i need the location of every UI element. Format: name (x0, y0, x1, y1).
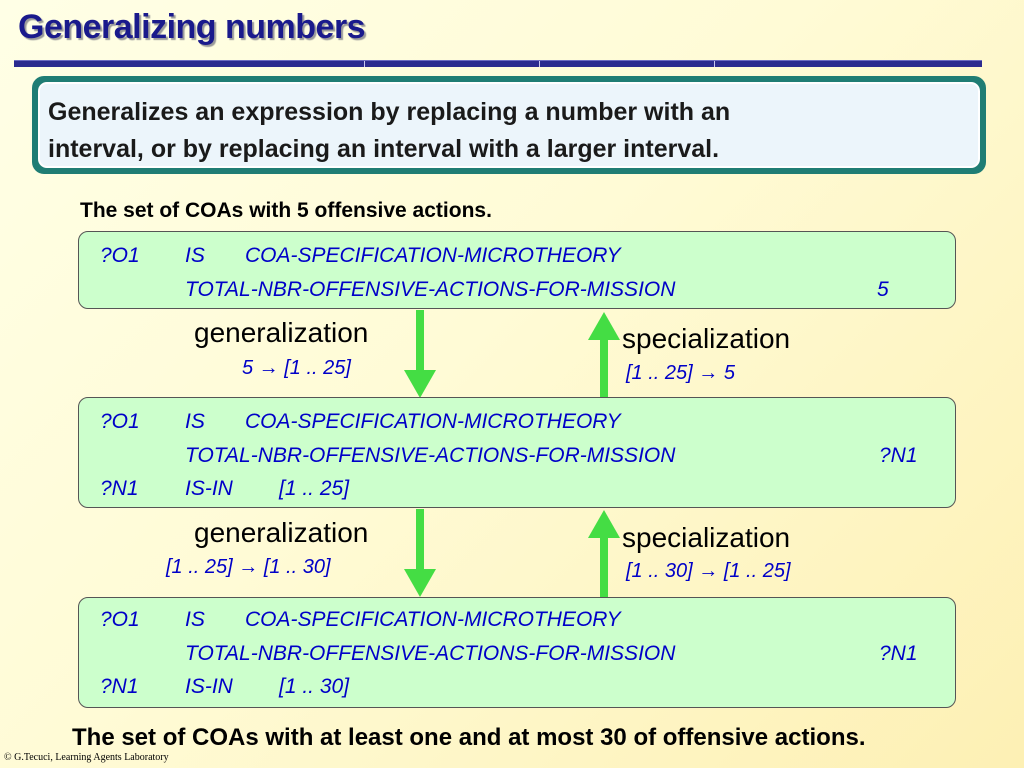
expr2-rel: IS (185, 410, 205, 433)
specialization-rule-2: [1 .. 30] → [1 .. 25] (626, 560, 791, 582)
definition-line-2: interval, or by replacing an interval wi… (48, 135, 720, 163)
expr3-interval: [1 .. 30] (279, 675, 350, 698)
generalization-label-2: generalization (194, 517, 369, 548)
top-caption: The set of COAs with 5 offensive actions… (80, 199, 492, 222)
expr3-concept: COA-SPECIFICATION-MICROTHEORY (245, 608, 621, 631)
expr1-rel: IS (185, 244, 205, 267)
expr3-feature: TOTAL-NBR-OFFENSIVE-ACTIONS-FOR-MISSION (185, 642, 676, 665)
expr3-var-2: ?N1 (100, 675, 139, 698)
bottom-caption: The set of COAs with at least one and at… (72, 724, 866, 751)
arrow-down-icon (404, 509, 436, 597)
arrow-down-icon (404, 310, 436, 398)
generalization-rule-2: [1 .. 25] → [1 .. 30] (166, 556, 331, 578)
expr2-feature: TOTAL-NBR-OFFENSIVE-ACTIONS-FOR-MISSION (185, 444, 676, 467)
expr1-feature: TOTAL-NBR-OFFENSIVE-ACTIONS-FOR-MISSION (185, 278, 676, 301)
copyright-footer: © G.Tecuci, Learning Agents Laboratory (4, 752, 169, 763)
expr2-concept: COA-SPECIFICATION-MICROTHEORY (245, 410, 621, 433)
specialization-rule-1: [1 .. 25] → 5 (626, 362, 735, 384)
page-title: Generalizing numbers (18, 8, 366, 46)
specialization-label-2: specialization (622, 522, 791, 553)
expr2-interval: [1 .. 25] (279, 477, 350, 500)
expr2-rel-2: IS-IN (185, 477, 233, 500)
definition-line-1: Generalizes an expression by replacing a… (48, 98, 731, 126)
expr2-value: ?N1 (879, 444, 918, 467)
expr3-var: ?O1 (100, 608, 140, 631)
expr3-value: ?N1 (879, 642, 918, 665)
arrow-up-icon (588, 312, 620, 400)
generalization-rule-1: 5 → [1 .. 25] (242, 357, 351, 379)
specialization-label-1: specialization (622, 323, 791, 354)
expr2-var: ?O1 (100, 410, 140, 433)
expr1-value: 5 (877, 278, 889, 301)
arrow-up-icon (588, 510, 620, 598)
expression-box-1: ?O1 IS COA-SPECIFICATION-MICROTHEORY TOT… (78, 231, 956, 309)
expr2-var-2: ?N1 (100, 477, 139, 500)
definition-box: Generalizes an expression by replacing a… (32, 76, 986, 174)
expr1-var: ?O1 (100, 244, 140, 267)
expression-box-2: ?O1 IS COA-SPECIFICATION-MICROTHEORY TOT… (78, 397, 956, 508)
expr1-concept: COA-SPECIFICATION-MICROTHEORY (245, 244, 621, 267)
expr3-rel-2: IS-IN (185, 675, 233, 698)
expr3-rel: IS (185, 608, 205, 631)
expression-box-3: ?O1 IS COA-SPECIFICATION-MICROTHEORY TOT… (78, 597, 956, 708)
generalization-label-1: generalization (194, 317, 369, 348)
title-underline (14, 60, 982, 67)
